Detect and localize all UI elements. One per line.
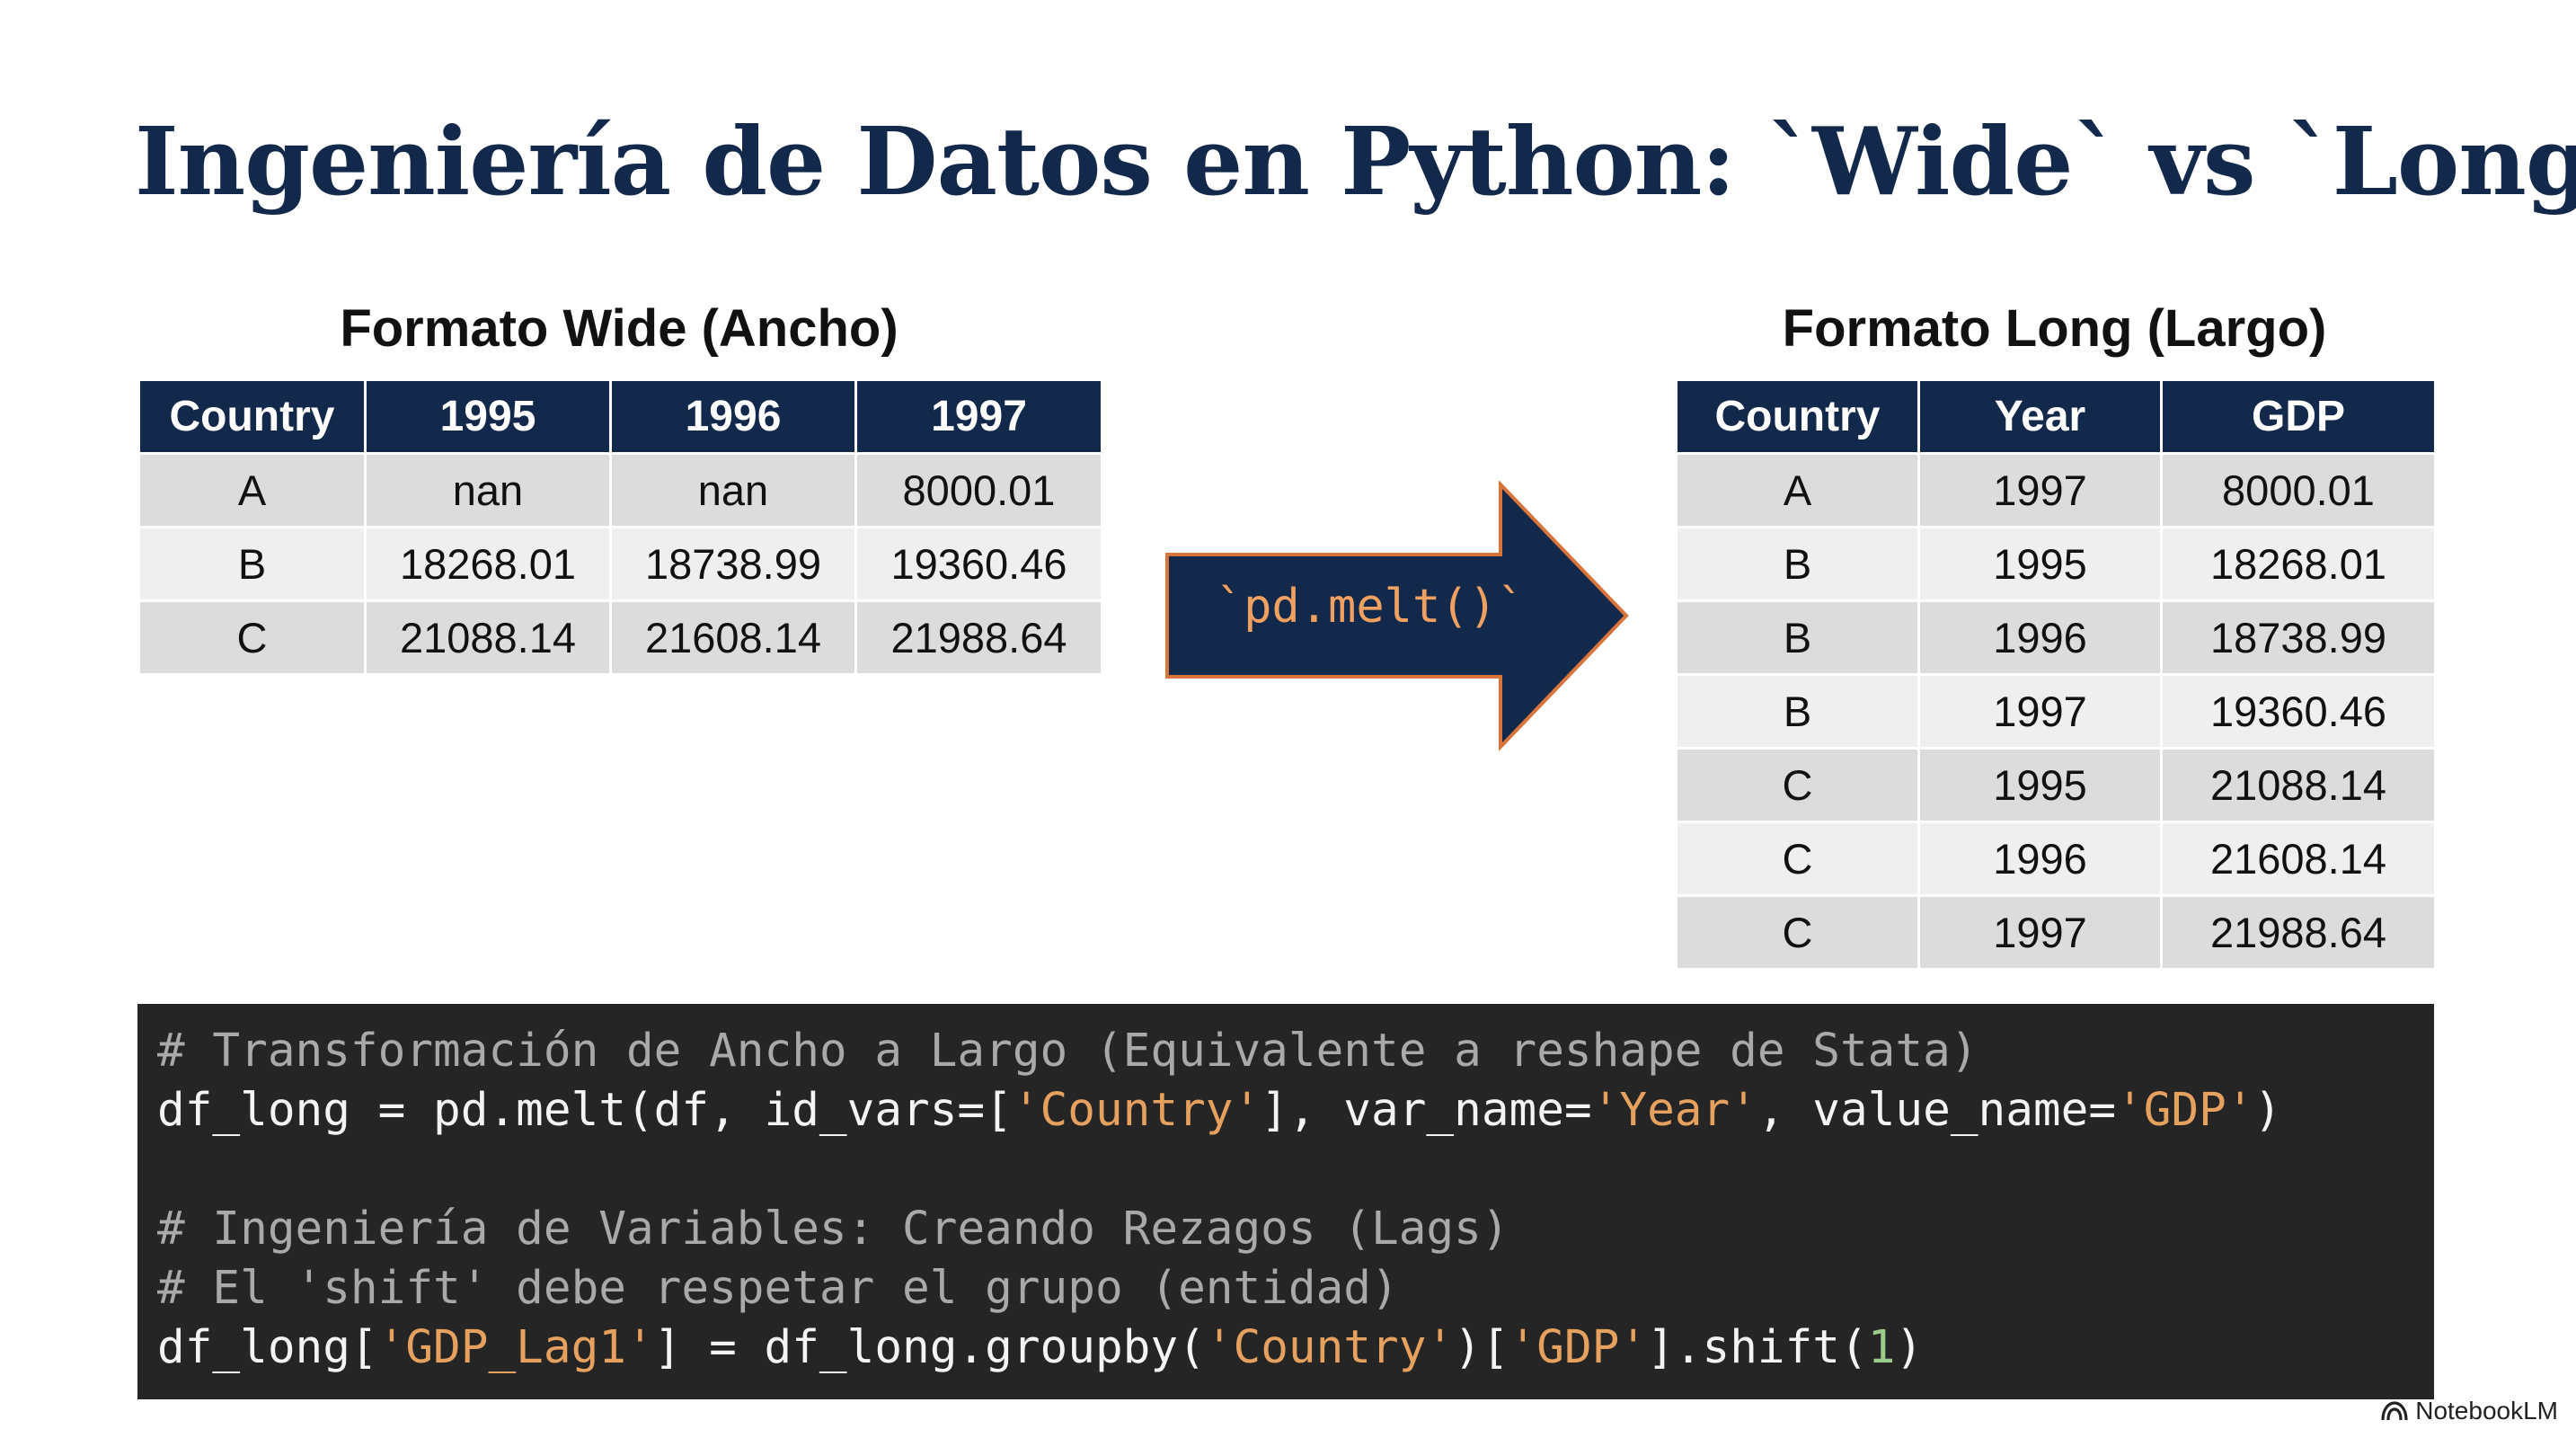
table-cell: A (137, 451, 367, 528)
table-cell: A (1675, 451, 1920, 528)
code-comment: # Transformación de Ancho a Largo (Equiv… (157, 1025, 1978, 1078)
table-cell: C (137, 599, 367, 676)
wide-table-heading: Formato Wide (Ancho) (340, 299, 899, 358)
table-cell: 18268.01 (364, 525, 612, 602)
transform-arrow-icon (1165, 481, 1629, 750)
wide-column-header: Country (137, 381, 367, 455)
table-cell: B (1675, 525, 1920, 602)
table-cell: 21988.64 (854, 599, 1103, 676)
table-cell: B (1675, 599, 1920, 676)
notebooklm-logo-icon (2381, 1401, 2408, 1421)
brand-label: NotebookLM (2415, 1397, 2558, 1425)
code-blank-line (157, 1141, 2434, 1200)
code-text: )[ (1454, 1321, 1509, 1374)
table-cell: 21608.14 (609, 599, 857, 676)
code-string: 'GDP' (2116, 1084, 2254, 1137)
table-cell: 19360.46 (2160, 672, 2437, 750)
code-block: # Transformación de Ancho a Largo (Equiv… (137, 1004, 2434, 1399)
table-cell: 21988.64 (2160, 893, 2437, 971)
code-text: ] = df_long.groupby( (653, 1321, 1206, 1374)
table-cell: 21088.14 (364, 599, 612, 676)
long-column-header: Country (1675, 381, 1920, 455)
code-comment: # El 'shift' debe respetar el grupo (ent… (157, 1262, 1399, 1315)
table-row: B 1995 18268.01 (1675, 525, 2437, 602)
table-cell: B (1675, 672, 1920, 750)
code-line: # Transformación de Ancho a Largo (Equiv… (157, 1022, 2434, 1081)
code-line: # El 'shift' debe respetar el grupo (ent… (157, 1259, 2434, 1318)
long-table: Country Year GDP A 1997 8000.01 B 1995 1… (1675, 381, 2437, 971)
table-cell: 8000.01 (854, 451, 1103, 528)
code-comment: # Ingeniería de Variables: Creando Rezag… (157, 1203, 1509, 1256)
table-cell: C (1675, 820, 1920, 897)
table-row: A 1997 8000.01 (1675, 451, 2437, 528)
table-cell: nan (609, 451, 857, 528)
table-cell: 18268.01 (2160, 525, 2437, 602)
wide-column-header: 1997 (854, 381, 1103, 455)
code-string: 'GDP' (1509, 1321, 1648, 1374)
table-row: C 1997 21988.64 (1675, 893, 2437, 971)
table-cell: 21088.14 (2160, 746, 2437, 823)
table-row: B 18268.01 18738.99 19360.46 (137, 525, 1103, 602)
table-cell: C (1675, 746, 1920, 823)
table-cell: 1997 (1917, 893, 2163, 971)
code-text: df_long = pd.melt(df, id_vars=[ (157, 1084, 1013, 1137)
table-row: C 21088.14 21608.14 21988.64 (137, 599, 1103, 676)
table-row: C 1995 21088.14 (1675, 746, 2437, 823)
table-cell: nan (364, 451, 612, 528)
code-string: 'Year' (1591, 1084, 1757, 1137)
code-number: 1 (1867, 1321, 1896, 1374)
table-row: B 1996 18738.99 (1675, 599, 2437, 676)
long-column-header: GDP (2160, 381, 2437, 455)
table-cell: 18738.99 (609, 525, 857, 602)
code-text: ) (1895, 1321, 1924, 1374)
code-text: df_long[ (157, 1321, 378, 1374)
wide-table: Country 1995 1996 1997 A nan nan 8000.01… (137, 381, 1103, 676)
table-row: B 1997 19360.46 (1675, 672, 2437, 750)
code-string: 'Country' (1012, 1084, 1261, 1137)
table-cell: C (1675, 893, 1920, 971)
code-text: ], var_name= (1261, 1084, 1592, 1137)
table-cell: 8000.01 (2160, 451, 2437, 528)
code-text: ].shift( (1647, 1321, 1868, 1374)
table-cell: 19360.46 (854, 525, 1103, 602)
table-cell: B (137, 525, 367, 602)
long-table-header-row: Country Year GDP (1675, 381, 2437, 455)
table-cell: 1995 (1917, 525, 2163, 602)
table-cell: 21608.14 (2160, 820, 2437, 897)
table-cell: 1995 (1917, 746, 2163, 823)
code-line: df_long = pd.melt(df, id_vars=['Country'… (157, 1081, 2434, 1141)
code-string: 'Country' (1205, 1321, 1455, 1374)
table-row: A nan nan 8000.01 (137, 451, 1103, 528)
page-title: Ingeniería de Datos en Python: `Wide` vs… (135, 106, 2576, 217)
notebooklm-brand: NotebookLM (2381, 1395, 2558, 1427)
code-text: ) (2253, 1084, 2282, 1137)
melt-function-label: `pd.melt()` (1215, 580, 1526, 634)
code-line: df_long['GDP_Lag1'] = df_long.groupby('C… (157, 1318, 2434, 1378)
table-cell: 18738.99 (2160, 599, 2437, 676)
table-row: C 1996 21608.14 (1675, 820, 2437, 897)
code-string: 'GDP_Lag1' (377, 1321, 654, 1374)
table-cell: 1996 (1917, 599, 2163, 676)
wide-column-header: 1995 (364, 381, 612, 455)
wide-table-header-row: Country 1995 1996 1997 (137, 381, 1103, 455)
table-cell: 1997 (1917, 672, 2163, 750)
table-cell: 1996 (1917, 820, 2163, 897)
long-column-header: Year (1917, 381, 2163, 455)
table-cell: 1997 (1917, 451, 2163, 528)
long-table-heading: Formato Long (Largo) (1782, 299, 2327, 358)
code-text: , value_name= (1757, 1084, 2117, 1137)
wide-column-header: 1996 (609, 381, 857, 455)
code-line: # Ingeniería de Variables: Creando Rezag… (157, 1200, 2434, 1259)
